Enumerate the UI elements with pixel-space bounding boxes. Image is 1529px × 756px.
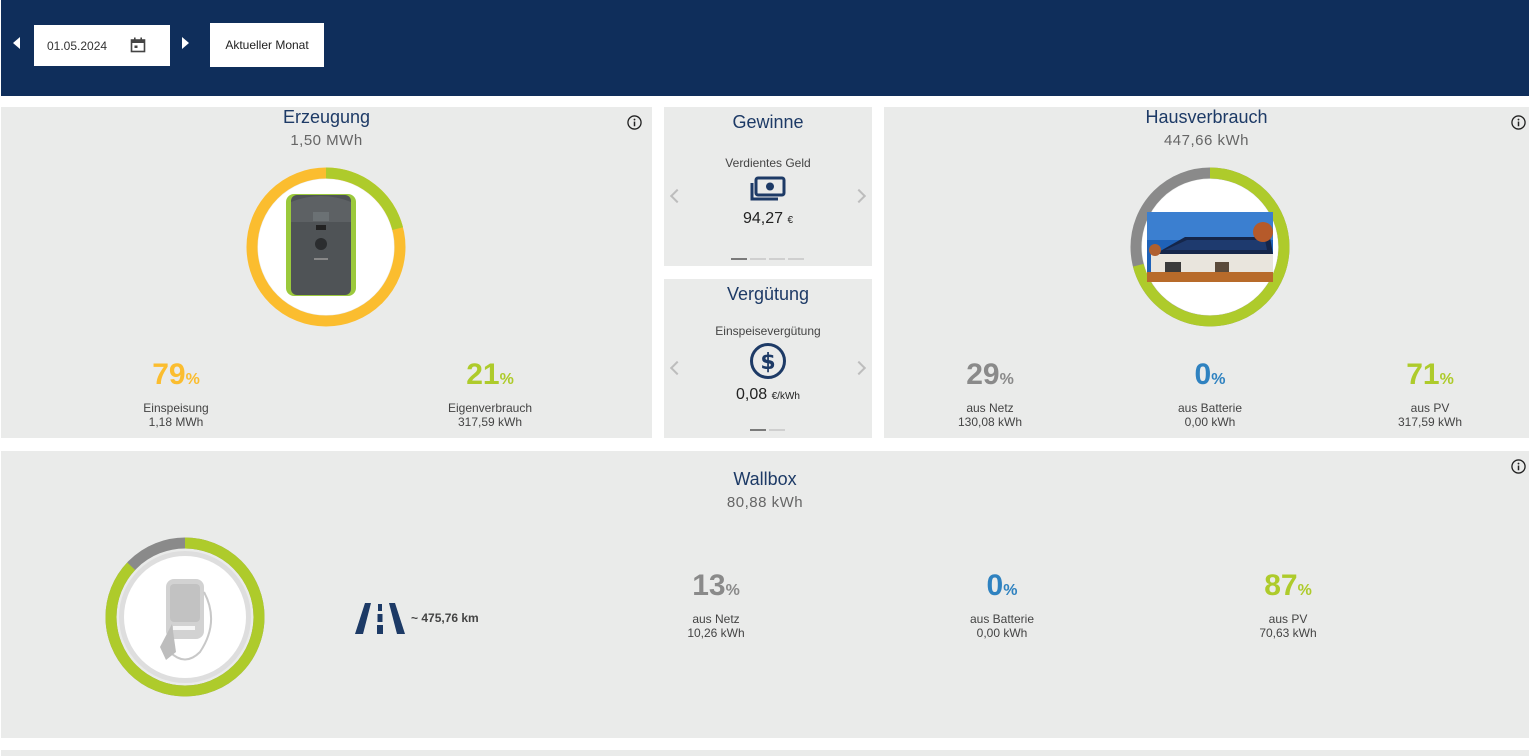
wallbox-pv-label: aus PV (1268, 612, 1308, 626)
money-icon (750, 176, 786, 201)
wallbox-netz-stat: 13% aus Netz 10,26 kWh (616, 569, 816, 640)
next-period-icon[interactable] (182, 37, 189, 49)
verguetung-value: 0,08 (736, 386, 768, 403)
wallbox-range: ~ 475,76 km (411, 611, 479, 625)
info-icon[interactable] (1511, 459, 1526, 474)
inverter-image (286, 194, 356, 296)
haus-pv-label: aus PV (1410, 401, 1450, 415)
einspeisung-label: Einspeisung (143, 401, 209, 415)
bottom-panel-edge (1, 750, 1529, 756)
gewinne-item-label: Verdientes Geld (725, 156, 811, 170)
haus-batterie-stat: 0% aus Batterie 0,00 kWh (1110, 358, 1310, 429)
current-month-button[interactable]: Aktueller Monat (210, 23, 324, 67)
verguetung-panel: Vergütung Einspeisevergütung $ 0,08 €/kW… (664, 279, 872, 438)
haus-pv-value: 317,59 kWh (1397, 415, 1463, 429)
carousel-dot[interactable] (750, 258, 766, 260)
haus-pv-stat: 71% aus PV 317,59 kWh (1330, 358, 1529, 429)
haus-netz-label: aus Netz (966, 401, 1014, 415)
wallbox-title: Wallbox (733, 469, 797, 489)
wallbox-donut (105, 537, 265, 697)
haus-batterie-value: 0,00 kWh (1184, 415, 1236, 429)
hausverbrauch-total: 447,66 kWh (1163, 132, 1250, 149)
gewinne-carousel-dots[interactable] (731, 258, 804, 260)
erzeugung-title: Erzeugung (282, 107, 371, 127)
einspeisung-percent: 79 (152, 358, 186, 391)
eigenverbrauch-value: 317,59 kWh (457, 415, 523, 429)
house-photo (1147, 212, 1273, 282)
wallbox-pv-value: 70,63 kWh (1259, 626, 1317, 640)
hausverbrauch-title: Hausverbrauch (1145, 107, 1268, 127)
eigenverbrauch-stat: 21% Eigenverbrauch 317,59 kWh (390, 358, 590, 429)
haus-netz-stat: 29% aus Netz 130,08 kWh (890, 358, 1090, 429)
verguetung-item-label: Einspeisevergütung (715, 324, 821, 338)
hausverbrauch-donut (1130, 167, 1290, 327)
eigenverbrauch-percent: 21 (466, 358, 500, 391)
erzeugung-panel: Erzeugung 1,50 MWh 79% Einspeisung 1,18 … (1, 107, 652, 438)
wallbox-netz-percent: 13 (692, 569, 726, 602)
info-icon[interactable] (627, 115, 642, 130)
verguetung-carousel-dots[interactable] (750, 429, 785, 431)
wallbox-batterie-stat: 0% aus Batterie 0,00 kWh (902, 569, 1102, 640)
wallbox-batterie-label: aus Batterie (969, 612, 1035, 626)
haus-netz-percent: 29 (966, 358, 1000, 391)
dollar-coin-icon: $ (750, 343, 786, 379)
einspeisung-value: 1,18 MWh (148, 415, 204, 429)
haus-batterie-percent: 0 (1194, 358, 1212, 391)
eigenverbrauch-label: Eigenverbrauch (447, 401, 533, 415)
wallbox-batterie-value: 0,00 kWh (976, 626, 1028, 640)
wallbox-total: 80,88 kWh (726, 494, 804, 511)
erzeugung-total: 1,50 MWh (290, 132, 363, 149)
erzeugung-donut (246, 167, 406, 327)
carousel-dot[interactable] (769, 429, 785, 431)
wallbox-netz-label: aus Netz (692, 612, 740, 626)
wallbox-batterie-percent: 0 (986, 569, 1004, 602)
svg-text:$: $ (760, 350, 775, 375)
gewinne-unit: € (787, 215, 794, 226)
gewinne-panel: Gewinne Verdientes Geld 94,27 € (664, 107, 872, 266)
verguetung-next-icon[interactable] (851, 360, 867, 376)
haus-netz-value: 130,08 kWh (957, 415, 1023, 429)
hausverbrauch-panel: Hausverbrauch 447,66 kWh 29% aus Netz 13… (884, 107, 1529, 438)
carousel-dot[interactable] (750, 429, 766, 431)
gewinne-prev-icon[interactable] (669, 188, 685, 204)
verguetung-title: Vergütung (726, 284, 810, 304)
carousel-dot[interactable] (788, 258, 804, 260)
wallbox-netz-value: 10,26 kWh (687, 626, 745, 640)
verguetung-unit: €/kWh (771, 391, 800, 402)
top-bar: 01.05.2024 Aktueller Monat (1, 0, 1529, 96)
gewinne-title: Gewinne (732, 112, 804, 132)
wallbox-pv-percent: 87 (1264, 569, 1298, 602)
gewinne-next-icon[interactable] (851, 188, 867, 204)
wallbox-pv-stat: 87% aus PV 70,63 kWh (1188, 569, 1388, 640)
einspeisung-stat: 79% Einspeisung 1,18 MWh (76, 358, 276, 429)
calendar-icon[interactable] (130, 37, 146, 53)
wallbox-panel: Wallbox 80,88 kWh ~ 475,76 km 13% aus Ne… (1, 451, 1529, 738)
previous-period-icon[interactable] (13, 37, 20, 49)
date-value: 01.05.2024 (47, 38, 108, 53)
carousel-dot[interactable] (769, 258, 785, 260)
date-picker-field[interactable]: 01.05.2024 (34, 25, 170, 66)
haus-pv-percent: 71 (1406, 358, 1440, 391)
wallbox-image (160, 579, 213, 661)
verguetung-prev-icon[interactable] (669, 360, 685, 376)
gewinne-value: 94,27 (742, 210, 784, 227)
info-icon[interactable] (1511, 115, 1526, 130)
haus-batterie-label: aus Batterie (1177, 401, 1243, 415)
carousel-dot[interactable] (731, 258, 747, 260)
road-icon (355, 603, 405, 634)
